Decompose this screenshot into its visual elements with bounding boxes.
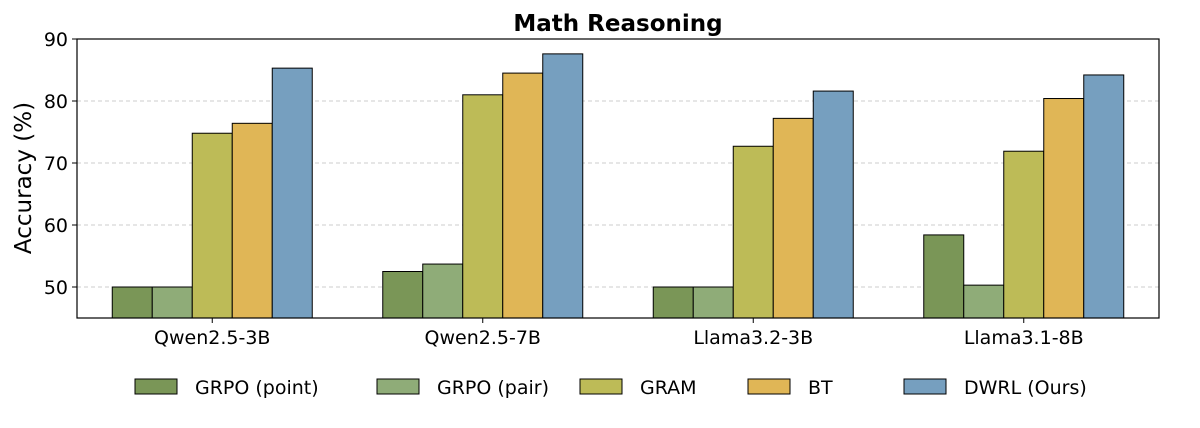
legend-swatch — [903, 378, 947, 395]
y-tick-label: 70 — [44, 153, 68, 175]
y-tick-label: 60 — [44, 215, 68, 237]
bar — [502, 72, 544, 319]
plot-frame — [76, 38, 1160, 319]
legend-label: GRAM — [640, 377, 697, 399]
bar — [542, 53, 584, 319]
bar — [652, 286, 694, 319]
legend-swatch — [579, 378, 623, 395]
x-tick-label: Qwen2.5-3B — [154, 327, 270, 349]
legend-label: BT — [808, 377, 833, 399]
bar — [772, 117, 814, 319]
x-tick-label: Qwen2.5-7B — [425, 327, 541, 349]
legend-label: GRPO (point) — [195, 377, 319, 399]
legend-swatch — [376, 378, 420, 395]
legend-item: BT — [747, 377, 833, 399]
bar — [271, 67, 313, 319]
bar — [1003, 150, 1045, 319]
bar — [111, 286, 153, 319]
bar — [382, 271, 424, 319]
legend-label: DWRL (Ours) — [964, 377, 1087, 399]
legend-label: GRPO (pair) — [437, 377, 549, 399]
bar — [812, 90, 854, 319]
y-axis-label: Accuracy (%) — [11, 102, 37, 254]
x-tick-label: Llama3.1-8B — [964, 327, 1084, 349]
bar — [732, 145, 774, 319]
legend-item: DWRL (Ours) — [903, 377, 1087, 399]
x-tick-label: Llama3.2-3B — [693, 327, 813, 349]
bar — [191, 132, 233, 319]
y-tick-label: 80 — [44, 91, 68, 113]
legend-item: GRPO (point) — [134, 377, 319, 399]
bar — [462, 94, 504, 319]
legend-swatch — [747, 378, 791, 395]
y-tick-label: 50 — [44, 277, 68, 299]
bar — [422, 263, 464, 319]
legend-item: GRPO (pair) — [376, 377, 549, 399]
bar — [692, 286, 734, 319]
bar — [231, 122, 273, 319]
legend-item: GRAM — [579, 377, 697, 399]
y-tick-label: 90 — [44, 29, 68, 51]
bar — [923, 234, 965, 319]
bar — [1043, 98, 1085, 319]
bar — [151, 286, 193, 319]
chart-title: Math Reasoning — [513, 11, 722, 37]
bar — [963, 284, 1005, 319]
legend-swatch — [134, 378, 178, 395]
bar — [1083, 74, 1125, 319]
